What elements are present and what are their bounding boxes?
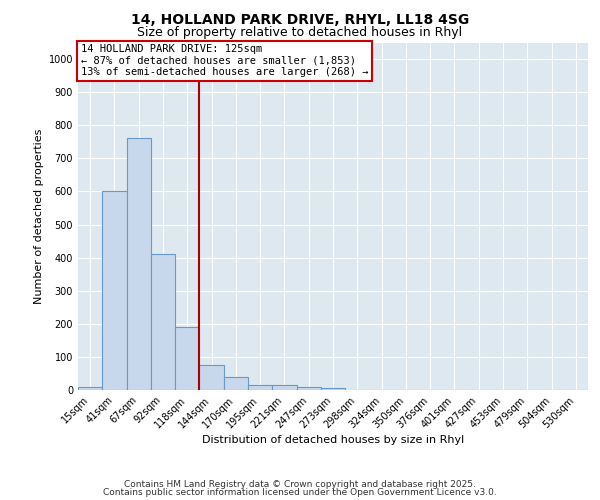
- Bar: [272, 385, 296, 390]
- Bar: [175, 327, 199, 390]
- Bar: [199, 365, 224, 390]
- Bar: [224, 378, 248, 390]
- Bar: [127, 138, 151, 390]
- Text: Size of property relative to detached houses in Rhyl: Size of property relative to detached ho…: [137, 26, 463, 39]
- Bar: [102, 192, 127, 390]
- Bar: [296, 386, 321, 390]
- Text: Contains HM Land Registry data © Crown copyright and database right 2025.: Contains HM Land Registry data © Crown c…: [124, 480, 476, 489]
- Bar: [248, 385, 272, 390]
- Bar: [78, 386, 102, 390]
- X-axis label: Distribution of detached houses by size in Rhyl: Distribution of detached houses by size …: [202, 436, 464, 446]
- Text: 14 HOLLAND PARK DRIVE: 125sqm
← 87% of detached houses are smaller (1,853)
13% o: 14 HOLLAND PARK DRIVE: 125sqm ← 87% of d…: [80, 44, 368, 78]
- Text: 14, HOLLAND PARK DRIVE, RHYL, LL18 4SG: 14, HOLLAND PARK DRIVE, RHYL, LL18 4SG: [131, 12, 469, 26]
- Bar: [151, 254, 175, 390]
- Y-axis label: Number of detached properties: Number of detached properties: [34, 128, 44, 304]
- Text: Contains public sector information licensed under the Open Government Licence v3: Contains public sector information licen…: [103, 488, 497, 497]
- Bar: [321, 388, 345, 390]
